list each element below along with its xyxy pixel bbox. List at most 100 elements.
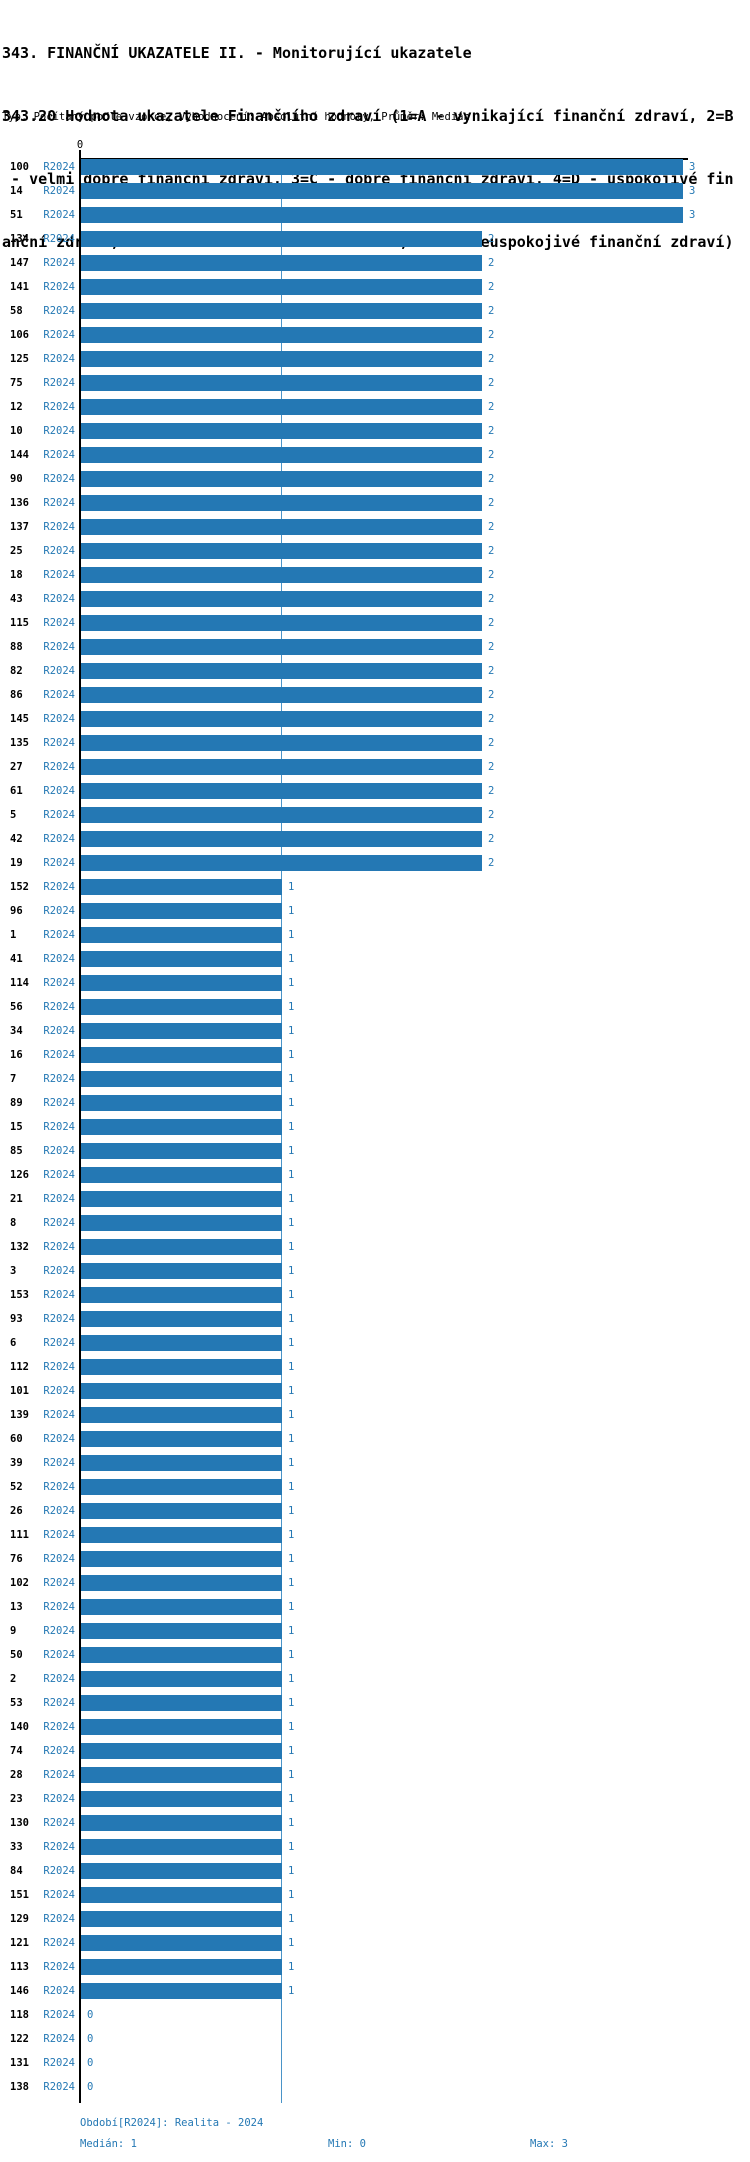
row-bar <box>81 999 282 1015</box>
row-value-label: 2 <box>488 569 495 581</box>
row-period-label: R2024 <box>43 1961 75 1973</box>
chart-row: 1 R2024 1 <box>0 927 750 943</box>
row-category-label: 5 <box>10 809 17 821</box>
row-period-label: R2024 <box>43 353 75 365</box>
row-bar <box>81 1719 282 1735</box>
row-period-label: R2024 <box>43 833 75 845</box>
row-category-label: 140 <box>10 1721 29 1733</box>
row-bar <box>81 1167 282 1183</box>
chart-row: 74 R2024 1 <box>0 1743 750 1759</box>
row-category-label: 100 <box>10 161 29 173</box>
row-category-label: 122 <box>10 2033 29 2045</box>
row-value-label: 1 <box>288 1793 295 1805</box>
row-value-label: 1 <box>288 1145 295 1157</box>
x-axis-zero-label: 0 <box>76 139 84 151</box>
row-category-label: 121 <box>10 1937 29 1949</box>
row-value-label: 1 <box>288 1001 295 1013</box>
row-category-label: 60 <box>10 1433 23 1445</box>
chart-row: 61 R2024 2 <box>0 783 750 799</box>
row-value-label: 1 <box>288 1025 295 1037</box>
row-bar <box>81 1551 282 1567</box>
row-bar <box>81 375 482 391</box>
row-period-label: R2024 <box>43 593 75 605</box>
row-category-label: 53 <box>10 1697 23 1709</box>
row-period-label: R2024 <box>43 1193 75 1205</box>
chart-row: 15 R2024 1 <box>0 1119 750 1135</box>
row-category-label: 21 <box>10 1193 23 1205</box>
row-value-label: 1 <box>288 1649 295 1661</box>
row-value-label: 2 <box>488 545 495 557</box>
row-category-label: 126 <box>10 1169 29 1181</box>
row-bar <box>81 1023 282 1039</box>
row-category-label: 90 <box>10 473 23 485</box>
chart-row: 39 R2024 1 <box>0 1455 750 1471</box>
chart-row: 21 R2024 1 <box>0 1191 750 1207</box>
row-value-label: 2 <box>488 593 495 605</box>
chart-row: 28 R2024 1 <box>0 1767 750 1783</box>
row-period-label: R2024 <box>43 905 75 917</box>
row-bar <box>81 1431 282 1447</box>
row-category-label: 42 <box>10 833 23 845</box>
chart-row: 85 R2024 1 <box>0 1143 750 1159</box>
row-category-label: 56 <box>10 1001 23 1013</box>
chart-row: 115 R2024 2 <box>0 615 750 631</box>
row-value-label: 1 <box>288 1913 295 1925</box>
chart-row: 52 R2024 1 <box>0 1479 750 1495</box>
row-value-label: 2 <box>488 497 495 509</box>
chart-row: 18 R2024 2 <box>0 567 750 583</box>
row-value-label: 2 <box>488 401 495 413</box>
row-bar <box>81 1359 282 1375</box>
row-value-label: 1 <box>288 929 295 941</box>
row-value-label: 2 <box>488 737 495 749</box>
row-category-label: 111 <box>10 1529 29 1541</box>
row-bar <box>81 255 482 271</box>
chart-row: 138 R2024 0 <box>0 2079 750 2095</box>
row-category-label: 34 <box>10 1025 23 1037</box>
chart-row: 126 R2024 1 <box>0 1167 750 1183</box>
chart-row: 118 R2024 0 <box>0 2007 750 2023</box>
row-value-label: 1 <box>288 1409 295 1421</box>
chart-row: 2 R2024 1 <box>0 1671 750 1687</box>
row-bar <box>81 1839 282 1855</box>
row-value-label: 1 <box>288 1673 295 1685</box>
row-category-label: 125 <box>10 353 29 365</box>
chart-row: 135 R2024 2 <box>0 735 750 751</box>
chart-row: 6 R2024 1 <box>0 1335 750 1351</box>
chart-row: 144 R2024 2 <box>0 447 750 463</box>
chart-row: 3 R2024 1 <box>0 1263 750 1279</box>
row-period-label: R2024 <box>43 929 75 941</box>
row-period-label: R2024 <box>43 1913 75 1925</box>
row-category-label: 114 <box>10 977 29 989</box>
row-period-label: R2024 <box>43 881 75 893</box>
row-period-label: R2024 <box>43 1025 75 1037</box>
row-period-label: R2024 <box>43 857 75 869</box>
row-bar <box>81 1695 282 1711</box>
row-bar <box>81 1263 282 1279</box>
row-period-label: R2024 <box>43 1577 75 1589</box>
chart-row: 101 R2024 1 <box>0 1383 750 1399</box>
chart-row: 23 R2024 1 <box>0 1791 750 1807</box>
row-period-label: R2024 <box>43 1889 75 1901</box>
row-period-label: R2024 <box>43 617 75 629</box>
row-period-label: R2024 <box>43 2057 75 2069</box>
row-bar <box>81 639 482 655</box>
chart-row: 75 R2024 2 <box>0 375 750 391</box>
row-bar <box>81 1095 282 1111</box>
chart-row: 137 R2024 2 <box>0 519 750 535</box>
row-category-label: 136 <box>10 497 29 509</box>
chart-row: 100 R2024 3 <box>0 159 750 175</box>
row-value-label: 1 <box>288 1385 295 1397</box>
chart-row: 12 R2024 2 <box>0 399 750 415</box>
row-value-label: 2 <box>488 785 495 797</box>
row-period-label: R2024 <box>43 497 75 509</box>
chart-row: 50 R2024 1 <box>0 1647 750 1663</box>
row-value-label: 1 <box>288 1601 295 1613</box>
row-bar <box>81 303 482 319</box>
chart-row: 86 R2024 2 <box>0 687 750 703</box>
row-category-label: 96 <box>10 905 23 917</box>
row-value-label: 1 <box>288 1073 295 1085</box>
chart-row: 7 R2024 1 <box>0 1071 750 1087</box>
chart-row: 88 R2024 2 <box>0 639 750 655</box>
row-period-label: R2024 <box>43 713 75 725</box>
